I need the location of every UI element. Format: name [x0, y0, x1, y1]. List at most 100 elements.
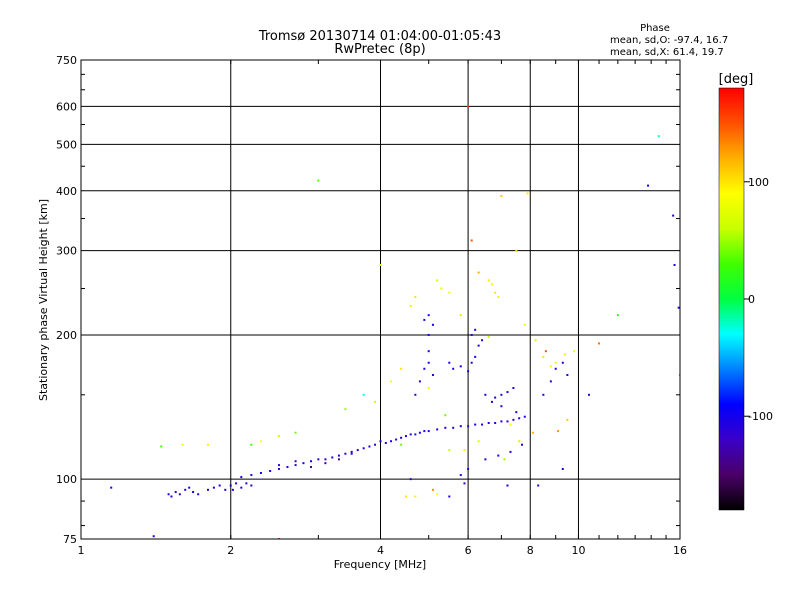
data-point [286, 466, 289, 469]
data-point [481, 339, 484, 342]
data-point [677, 306, 680, 309]
data-point [444, 414, 447, 417]
data-point [463, 482, 466, 485]
data-point [506, 420, 509, 423]
data-point [310, 460, 313, 463]
data-point [487, 421, 490, 424]
data-point [477, 344, 480, 347]
data-point [167, 493, 170, 496]
data-point [616, 314, 619, 317]
data-point [587, 393, 590, 396]
data-point [269, 469, 272, 472]
data-point [470, 361, 473, 364]
data-point [404, 495, 407, 498]
data-point [409, 478, 412, 481]
data-point [448, 361, 451, 364]
data-point [152, 535, 155, 538]
data-point [317, 458, 320, 461]
data-point [423, 430, 426, 433]
data-point [523, 415, 526, 418]
data-point [400, 436, 403, 439]
data-point [240, 486, 243, 489]
data-point [657, 135, 660, 138]
data-point [452, 367, 455, 370]
grid-lines [81, 60, 680, 539]
data-point [497, 296, 500, 299]
data-points [110, 105, 680, 539]
data-point [561, 468, 564, 471]
y-axis-label: Stationary phase Virtual Height [km] [37, 199, 50, 401]
data-point [518, 417, 521, 420]
data-point [436, 493, 439, 496]
data-point [250, 474, 253, 477]
data-point [470, 333, 473, 336]
y-tick-label: 750 [56, 54, 77, 67]
data-point [317, 179, 320, 182]
x-tick-label: 10 [571, 544, 585, 557]
data-point [427, 333, 430, 336]
data-point [178, 493, 181, 496]
data-point [557, 430, 560, 433]
data-point [474, 328, 477, 331]
data-point [542, 393, 545, 396]
x-axis-label: Frequency [MHz] [334, 558, 426, 571]
data-point [337, 458, 340, 461]
data-point [500, 195, 503, 198]
x-tick-label: 4 [377, 544, 384, 557]
data-point [509, 450, 512, 453]
y-tick-label: 200 [56, 329, 77, 342]
data-point [324, 458, 327, 461]
data-point [277, 435, 280, 438]
data-point [206, 443, 209, 446]
x-tick-label: 6 [465, 544, 472, 557]
data-point [512, 386, 515, 389]
data-point [294, 464, 297, 467]
data-point [506, 484, 509, 487]
data-point [436, 428, 439, 431]
stats-line-x: mean, sd,X: 61.4, 19.7 [610, 47, 724, 58]
colorbar [718, 87, 745, 511]
data-point [531, 431, 534, 434]
data-point [673, 263, 676, 266]
data-point [506, 391, 509, 394]
data-point [523, 323, 526, 326]
data-point [350, 452, 353, 455]
data-point [431, 323, 434, 326]
data-point [259, 472, 262, 475]
data-point [409, 433, 412, 436]
colorbar-tick-label: 100 [748, 176, 769, 189]
data-point [561, 361, 564, 364]
chart-title: Tromsø 20130714 01:04:00-01:05:43 [258, 29, 501, 44]
data-point [277, 464, 280, 467]
data-point [400, 367, 403, 370]
y-tick-label: 300 [56, 245, 77, 258]
data-point [170, 495, 173, 498]
data-point [467, 468, 470, 471]
data-point [184, 488, 187, 491]
data-point [250, 484, 253, 487]
data-point [463, 449, 466, 452]
data-point [487, 279, 490, 282]
data-point [294, 431, 297, 434]
data-point [467, 105, 470, 108]
data-point [414, 296, 417, 299]
data-point [459, 474, 462, 477]
data-point [390, 380, 393, 383]
data-point [512, 418, 515, 421]
data-point [423, 367, 426, 370]
data-point [484, 458, 487, 461]
data-point [503, 458, 506, 461]
data-point [459, 365, 462, 368]
data-point [459, 314, 462, 317]
x-tick-label: 16 [673, 544, 687, 557]
data-point [110, 486, 113, 489]
data-point [490, 283, 493, 286]
data-point [444, 426, 447, 429]
data-point [544, 350, 547, 353]
data-point [414, 433, 417, 436]
colorbar-ticks: -100 0 100 [744, 176, 773, 423]
data-point [566, 418, 569, 421]
data-point [418, 431, 421, 434]
colorbar-tick-label: 0 [748, 293, 755, 306]
data-point [500, 420, 503, 423]
